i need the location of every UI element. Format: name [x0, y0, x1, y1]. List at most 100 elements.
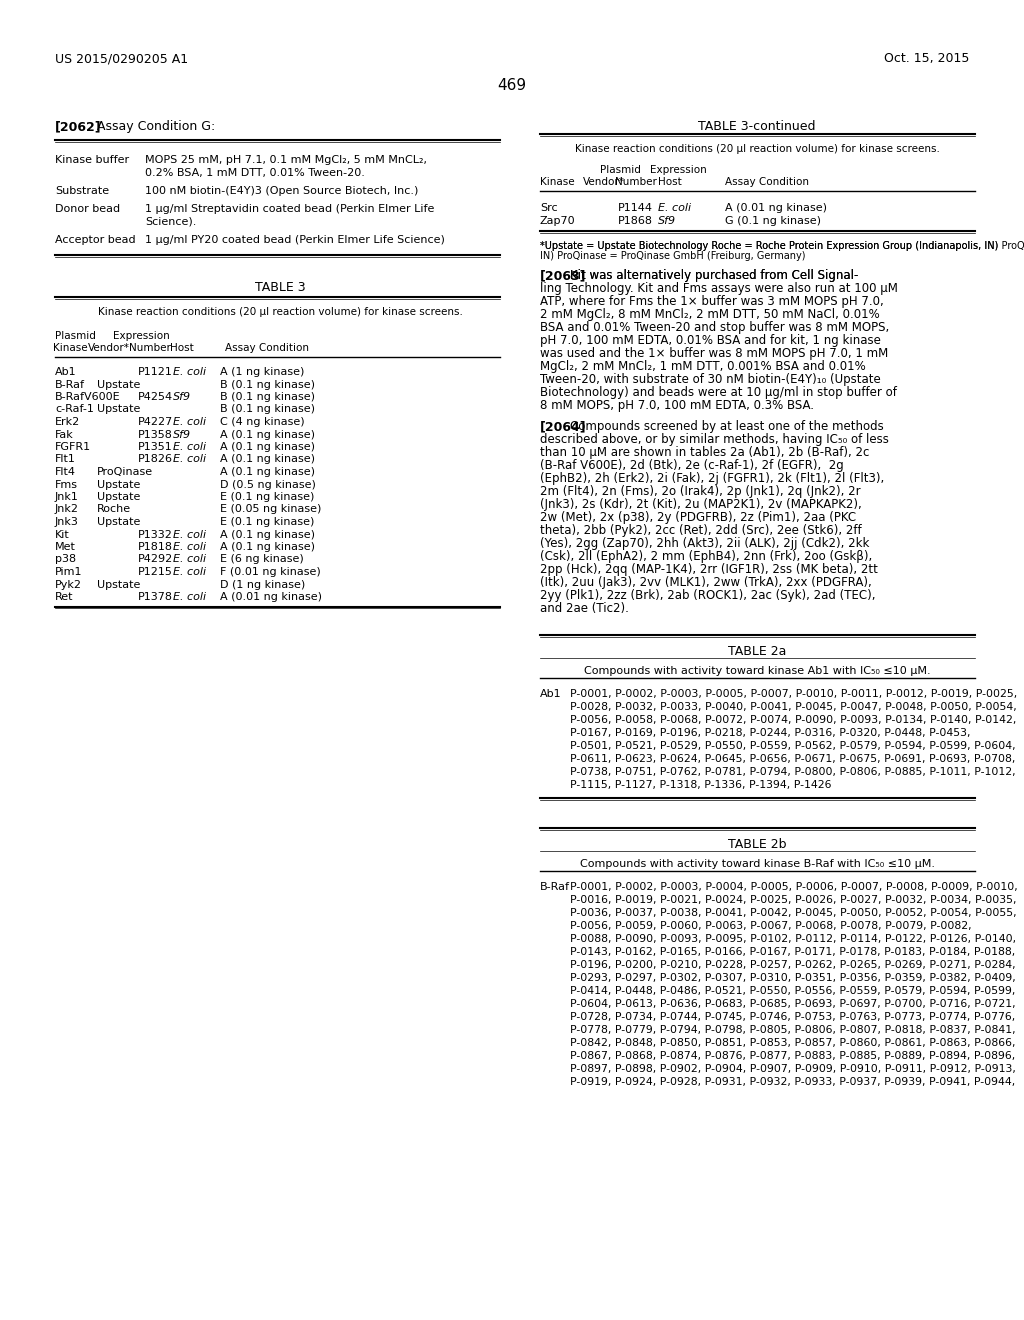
- Text: P-0028, P-0032, P-0033, P-0040, P-0041, P-0045, P-0047, P-0048, P-0050, P-0054,: P-0028, P-0032, P-0033, P-0040, P-0041, …: [570, 702, 1017, 711]
- Text: E. coli: E. coli: [173, 442, 206, 451]
- Text: A (0.1 ng kinase): A (0.1 ng kinase): [220, 429, 315, 440]
- Text: E (0.1 ng kinase): E (0.1 ng kinase): [220, 517, 314, 527]
- Text: E. coli: E. coli: [173, 454, 206, 465]
- Text: P-0604, P-0613, P-0636, P-0683, P-0685, P-0693, P-0697, P-0700, P-0716, P-0721,: P-0604, P-0613, P-0636, P-0683, P-0685, …: [570, 999, 1016, 1008]
- Text: P-0897, P-0898, P-0902, P-0904, P-0907, P-0909, P-0910, P-0911, P-0912, P-0913,: P-0897, P-0898, P-0902, P-0904, P-0907, …: [570, 1064, 1016, 1074]
- Text: Ret: Ret: [55, 591, 74, 602]
- Text: 8 mM MOPS, pH 7.0, 100 mM EDTA, 0.3% BSA.: 8 mM MOPS, pH 7.0, 100 mM EDTA, 0.3% BSA…: [540, 399, 814, 412]
- Text: E (6 ng kinase): E (6 ng kinase): [220, 554, 304, 565]
- Text: 100 nM biotin-(E4Y)3 (Open Source Biotech, Inc.): 100 nM biotin-(E4Y)3 (Open Source Biotec…: [145, 186, 419, 195]
- Text: B-Raf: B-Raf: [55, 380, 85, 389]
- Text: Upstate: Upstate: [97, 404, 140, 414]
- Text: Jnk1: Jnk1: [55, 492, 79, 502]
- Text: Fak: Fak: [55, 429, 74, 440]
- Text: Vendor*: Vendor*: [88, 343, 130, 352]
- Text: Upstate: Upstate: [97, 517, 140, 527]
- Text: A (0.1 ng kinase): A (0.1 ng kinase): [220, 529, 315, 540]
- Text: pH 7.0, 100 mM EDTA, 0.01% BSA and for kit, 1 ng kinase: pH 7.0, 100 mM EDTA, 0.01% BSA and for k…: [540, 334, 881, 347]
- Text: *Upstate = Upstate Biotechnology Roche = Roche Protein Expression Group (Indiana: *Upstate = Upstate Biotechnology Roche =…: [540, 242, 1024, 251]
- Text: P1144: P1144: [618, 203, 653, 213]
- Text: Flt1: Flt1: [55, 454, 76, 465]
- Text: Upstate: Upstate: [97, 492, 140, 502]
- Text: *Upstate = Upstate Biotechnology Roche = Roche Protein Expression Group (Indiana: *Upstate = Upstate Biotechnology Roche =…: [540, 242, 998, 251]
- Text: p38: p38: [55, 554, 76, 565]
- Text: P-0001, P-0002, P-0003, P-0005, P-0007, P-0010, P-0011, P-0012, P-0019, P-0025,: P-0001, P-0002, P-0003, P-0005, P-0007, …: [570, 689, 1017, 700]
- Text: P1826: P1826: [138, 454, 173, 465]
- Text: Jnk2: Jnk2: [55, 504, 79, 515]
- Text: P-0056, P-0058, P-0068, P-0072, P-0074, P-0090, P-0093, P-0134, P-0140, P-0142,: P-0056, P-0058, P-0068, P-0072, P-0074, …: [570, 715, 1017, 725]
- Text: 2pp (Hck), 2qq (MAP-1K4), 2rr (IGF1R), 2ss (MK beta), 2tt: 2pp (Hck), 2qq (MAP-1K4), 2rr (IGF1R), 2…: [540, 564, 878, 576]
- Text: B (0.1 ng kinase): B (0.1 ng kinase): [220, 380, 315, 389]
- Text: P1121: P1121: [138, 367, 173, 378]
- Text: D (0.5 ng kinase): D (0.5 ng kinase): [220, 479, 315, 490]
- Text: Acceptor bead: Acceptor bead: [55, 235, 135, 246]
- Text: ATP, where for Fms the 1× buffer was 3 mM MOPS pH 7.0,: ATP, where for Fms the 1× buffer was 3 m…: [540, 294, 884, 308]
- Text: P4227: P4227: [138, 417, 173, 426]
- Text: BSA and 0.01% Tween-20 and stop buffer was 8 mM MOPS,: BSA and 0.01% Tween-20 and stop buffer w…: [540, 321, 889, 334]
- Text: Compounds screened by at least one of the methods: Compounds screened by at least one of th…: [570, 420, 884, 433]
- Text: Upstate: Upstate: [97, 380, 140, 389]
- Text: Kinase reaction conditions (20 μl reaction volume) for kinase screens.: Kinase reaction conditions (20 μl reacti…: [574, 144, 939, 154]
- Text: P1351: P1351: [138, 442, 173, 451]
- Text: Kit was alternatively purchased from Cell Signal-: Kit was alternatively purchased from Cel…: [570, 269, 858, 282]
- Text: E. coli: E. coli: [173, 417, 206, 426]
- Text: Oct. 15, 2015: Oct. 15, 2015: [884, 51, 969, 65]
- Text: US 2015/0290205 A1: US 2015/0290205 A1: [55, 51, 188, 65]
- Text: Kinase buffer: Kinase buffer: [55, 154, 129, 165]
- Text: TABLE 2a: TABLE 2a: [728, 645, 786, 657]
- Text: was used and the 1× buffer was 8 mM MOPS pH 7.0, 1 mM: was used and the 1× buffer was 8 mM MOPS…: [540, 347, 888, 360]
- Text: Met: Met: [55, 543, 76, 552]
- Text: [2062]: [2062]: [55, 120, 101, 133]
- Text: P-0867, P-0868, P-0874, P-0876, P-0877, P-0883, P-0885, P-0889, P-0894, P-0896,: P-0867, P-0868, P-0874, P-0876, P-0877, …: [570, 1051, 1015, 1061]
- Text: P-0293, P-0297, P-0302, P-0307, P-0310, P-0351, P-0356, P-0359, P-0382, P-0409,: P-0293, P-0297, P-0302, P-0307, P-0310, …: [570, 973, 1016, 983]
- Text: [2064]: [2064]: [540, 420, 587, 433]
- Text: P1332: P1332: [138, 529, 173, 540]
- Text: P-0919, P-0924, P-0928, P-0931, P-0932, P-0933, P-0937, P-0939, P-0941, P-0944,: P-0919, P-0924, P-0928, P-0931, P-0932, …: [570, 1077, 1015, 1086]
- Text: and 2ae (Tic2).: and 2ae (Tic2).: [540, 602, 629, 615]
- Text: 1 μg/ml Streptavidin coated bead (Perkin Elmer Life: 1 μg/ml Streptavidin coated bead (Perkin…: [145, 205, 434, 214]
- Text: Compounds with activity toward kinase Ab1 with IC₅₀ ≤10 μM.: Compounds with activity toward kinase Ab…: [584, 667, 931, 676]
- Text: Host: Host: [658, 177, 682, 187]
- Text: theta), 2bb (Pyk2), 2cc (Ret), 2dd (Src), 2ee (Stk6), 2ff: theta), 2bb (Pyk2), 2cc (Ret), 2dd (Src)…: [540, 524, 861, 537]
- Text: E. coli: E. coli: [173, 568, 206, 577]
- Text: P-0501, P-0521, P-0529, P-0550, P-0559, P-0562, P-0579, P-0594, P-0599, P-0604,: P-0501, P-0521, P-0529, P-0550, P-0559, …: [570, 741, 1016, 751]
- Text: E (0.1 ng kinase): E (0.1 ng kinase): [220, 492, 314, 502]
- Text: Pim1: Pim1: [55, 568, 83, 577]
- Text: ling Technology. Kit and Fms assays were also run at 100 μM: ling Technology. Kit and Fms assays were…: [540, 282, 898, 294]
- Text: TABLE 3-continued: TABLE 3-continued: [698, 120, 816, 133]
- Text: 2w (Met), 2x (p38), 2y (PDGFRB), 2z (Pim1), 2aa (PKC: 2w (Met), 2x (p38), 2y (PDGFRB), 2z (Pim…: [540, 511, 856, 524]
- Text: Zap70: Zap70: [540, 216, 575, 226]
- Text: P-0056, P-0059, P-0060, P-0063, P-0067, P-0068, P-0078, P-0079, P-0082,: P-0056, P-0059, P-0060, P-0063, P-0067, …: [570, 921, 972, 931]
- Text: (Jnk3), 2s (Kdr), 2t (Kit), 2u (MAP2K1), 2v (MAPKAPK2),: (Jnk3), 2s (Kdr), 2t (Kit), 2u (MAP2K1),…: [540, 498, 862, 511]
- Text: Number: Number: [129, 343, 171, 352]
- Text: F (0.01 ng kinase): F (0.01 ng kinase): [220, 568, 321, 577]
- Text: Fms: Fms: [55, 479, 78, 490]
- Text: TABLE 2b: TABLE 2b: [728, 838, 786, 851]
- Text: E. coli: E. coli: [173, 367, 206, 378]
- Text: Src: Src: [540, 203, 558, 213]
- Text: FGFR1: FGFR1: [55, 442, 91, 451]
- Text: [2063]: [2063]: [540, 269, 587, 282]
- Text: P4292: P4292: [138, 554, 173, 565]
- Text: A (0.1 ng kinase): A (0.1 ng kinase): [220, 454, 315, 465]
- Text: 2m (Flt4), 2n (Fms), 2o (Irak4), 2p (Jnk1), 2q (Jnk2), 2r: 2m (Flt4), 2n (Fms), 2o (Irak4), 2p (Jnk…: [540, 484, 860, 498]
- Text: E. coli: E. coli: [658, 203, 691, 213]
- Text: MgCl₂, 2 mM MnCl₂, 1 mM DTT, 0.001% BSA and 0.01%: MgCl₂, 2 mM MnCl₂, 1 mM DTT, 0.001% BSA …: [540, 360, 865, 374]
- Text: Assay Condition G:: Assay Condition G:: [97, 120, 215, 133]
- Text: P-0036, P-0037, P-0038, P-0041, P-0042, P-0045, P-0050, P-0052, P-0054, P-0055,: P-0036, P-0037, P-0038, P-0041, P-0042, …: [570, 908, 1017, 917]
- Text: than 10 μM are shown in tables 2a (Ab1), 2b (B-Raf), 2c: than 10 μM are shown in tables 2a (Ab1),…: [540, 446, 869, 459]
- Text: E. coli: E. coli: [173, 554, 206, 565]
- Text: P-0728, P-0734, P-0744, P-0745, P-0746, P-0753, P-0763, P-0773, P-0774, P-0776,: P-0728, P-0734, P-0744, P-0745, P-0746, …: [570, 1012, 1015, 1022]
- Text: A (0.01 ng kinase): A (0.01 ng kinase): [220, 591, 322, 602]
- Text: Plasmid: Plasmid: [55, 331, 96, 341]
- Text: P-0143, P-0162, P-0165, P-0166, P-0167, P-0171, P-0178, P-0183, P-0184, P-0188,: P-0143, P-0162, P-0165, P-0166, P-0167, …: [570, 946, 1015, 957]
- Text: P-0842, P-0848, P-0850, P-0851, P-0853, P-0857, P-0860, P-0861, P-0863, P-0866,: P-0842, P-0848, P-0850, P-0851, P-0853, …: [570, 1038, 1016, 1048]
- Text: P-0167, P-0169, P-0196, P-0218, P-0244, P-0316, P-0320, P-0448, P-0453,: P-0167, P-0169, P-0196, P-0218, P-0244, …: [570, 729, 971, 738]
- Text: Number: Number: [615, 177, 656, 187]
- Text: (Csk), 2ll (EphA2), 2 mm (EphB4), 2nn (Frk), 2oo (Gskβ),: (Csk), 2ll (EphA2), 2 mm (EphB4), 2nn (F…: [540, 550, 872, 564]
- Text: 0.2% BSA, 1 mM DTT, 0.01% Tween-20.: 0.2% BSA, 1 mM DTT, 0.01% Tween-20.: [145, 168, 365, 178]
- Text: Ab1: Ab1: [55, 367, 77, 378]
- Text: E. coli: E. coli: [173, 591, 206, 602]
- Text: 1 μg/ml PY20 coated bead (Perkin Elmer Life Science): 1 μg/ml PY20 coated bead (Perkin Elmer L…: [145, 235, 444, 246]
- Text: Vendor*: Vendor*: [583, 177, 625, 187]
